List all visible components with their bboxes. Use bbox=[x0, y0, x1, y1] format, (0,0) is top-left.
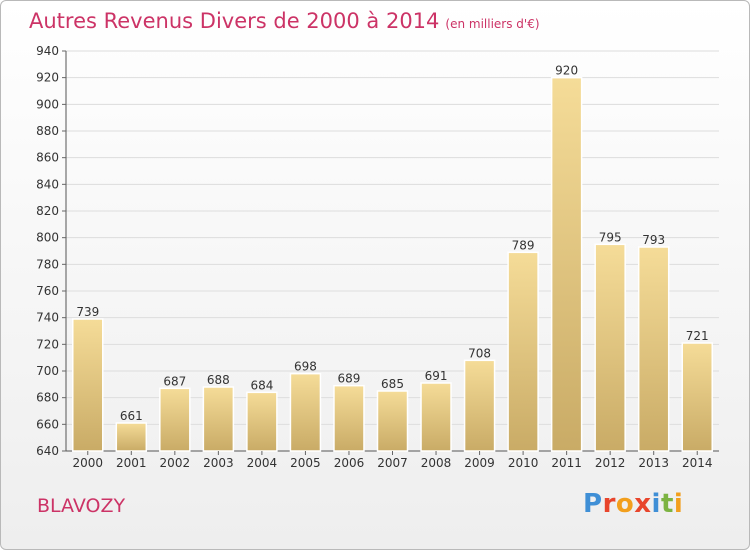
y-tick-label: 860 bbox=[36, 151, 59, 165]
commune-name: BLAVOZY bbox=[37, 495, 126, 517]
x-tick-label: 2005 bbox=[290, 456, 321, 470]
bar bbox=[420, 382, 452, 452]
y-tick-label: 880 bbox=[36, 124, 59, 138]
x-tick-label: 2004 bbox=[247, 456, 278, 470]
bar bbox=[333, 384, 365, 452]
data-label: 688 bbox=[207, 373, 230, 387]
data-label: 793 bbox=[642, 233, 665, 247]
bar bbox=[159, 387, 191, 452]
x-tick-label: 2008 bbox=[421, 456, 452, 470]
x-tick-label: 2000 bbox=[72, 456, 103, 470]
bar bbox=[115, 422, 148, 452]
logo-letter: o bbox=[615, 489, 635, 519]
data-label: 687 bbox=[163, 374, 186, 388]
bar bbox=[376, 390, 409, 452]
bar bbox=[289, 372, 322, 452]
x-tick-label: 2012 bbox=[595, 456, 626, 470]
data-label: 689 bbox=[338, 372, 361, 386]
data-label: 708 bbox=[468, 346, 491, 360]
data-label: 721 bbox=[686, 329, 709, 343]
bar bbox=[246, 391, 278, 452]
proxiti-logo: Proxiti bbox=[583, 489, 683, 519]
bar bbox=[507, 251, 539, 452]
logo-letter: i bbox=[651, 489, 661, 519]
bar bbox=[681, 342, 713, 452]
chart-title: Autres Revenus Divers de 2000 à 2014 (en … bbox=[29, 9, 540, 33]
bar bbox=[202, 386, 235, 452]
data-label: 789 bbox=[512, 238, 535, 252]
logo-letter: r bbox=[602, 489, 616, 519]
y-tick-label: 660 bbox=[36, 417, 59, 431]
x-tick-label: 2010 bbox=[508, 456, 539, 470]
x-tick-label: 2009 bbox=[464, 456, 495, 470]
x-tick-label: 2002 bbox=[160, 456, 191, 470]
data-label: 920 bbox=[555, 64, 578, 78]
y-axis-ticks: 640 660 680 700 720 740 760 780 800 820 840 860 880 9… bbox=[36, 44, 66, 458]
logo-letter: i bbox=[673, 489, 684, 519]
data-label: 661 bbox=[120, 409, 143, 423]
x-tick-label: 2003 bbox=[203, 456, 234, 470]
y-tick-label: 820 bbox=[36, 204, 59, 218]
bars bbox=[72, 76, 713, 452]
data-label: 691 bbox=[425, 369, 448, 383]
y-tick-label: 700 bbox=[36, 364, 59, 378]
y-tick-label: 760 bbox=[36, 284, 59, 298]
data-label: 684 bbox=[250, 378, 273, 392]
data-label: 739 bbox=[76, 305, 99, 319]
chart-title-text: Autres Revenus Divers de 2000 à 2014 bbox=[29, 9, 440, 33]
y-tick-label: 900 bbox=[36, 97, 59, 111]
chart-subtitle: (en milliers d'€) bbox=[445, 17, 540, 31]
x-tick-label: 2006 bbox=[334, 456, 365, 470]
x-tick-label: 2001 bbox=[116, 456, 147, 470]
x-tick-label: 2014 bbox=[682, 456, 713, 470]
data-label: 795 bbox=[599, 230, 622, 244]
y-tick-label: 800 bbox=[36, 231, 59, 245]
y-tick-label: 920 bbox=[36, 71, 59, 85]
x-axis-ticks: 2000 2001 2002 2003 2004 2005 2006 2007 2008 2009… bbox=[72, 451, 713, 470]
x-tick-label: 2013 bbox=[638, 456, 669, 470]
logo-letter: P bbox=[583, 489, 603, 519]
logo-letter: x bbox=[634, 489, 652, 519]
bar bbox=[594, 243, 626, 452]
data-label: 698 bbox=[294, 360, 317, 374]
bar bbox=[463, 359, 496, 452]
data-label: 685 bbox=[381, 377, 404, 391]
y-tick-label: 720 bbox=[36, 337, 59, 351]
y-tick-label: 840 bbox=[36, 177, 59, 191]
bar bbox=[72, 318, 104, 452]
data-labels: 739 661 687 688 684 698 689 685 691 708 789 920 795 7… bbox=[76, 64, 708, 423]
y-tick-label: 780 bbox=[36, 257, 59, 271]
y-tick-label: 740 bbox=[36, 311, 59, 325]
y-tick-label: 680 bbox=[36, 391, 59, 405]
y-tick-label: 640 bbox=[36, 444, 59, 458]
bar bbox=[637, 246, 670, 452]
x-tick-label: 2011 bbox=[551, 456, 582, 470]
bar bbox=[550, 76, 583, 452]
logo-letter: t bbox=[660, 489, 674, 519]
y-tick-label: 940 bbox=[36, 44, 59, 58]
x-tick-label: 2007 bbox=[377, 456, 408, 470]
